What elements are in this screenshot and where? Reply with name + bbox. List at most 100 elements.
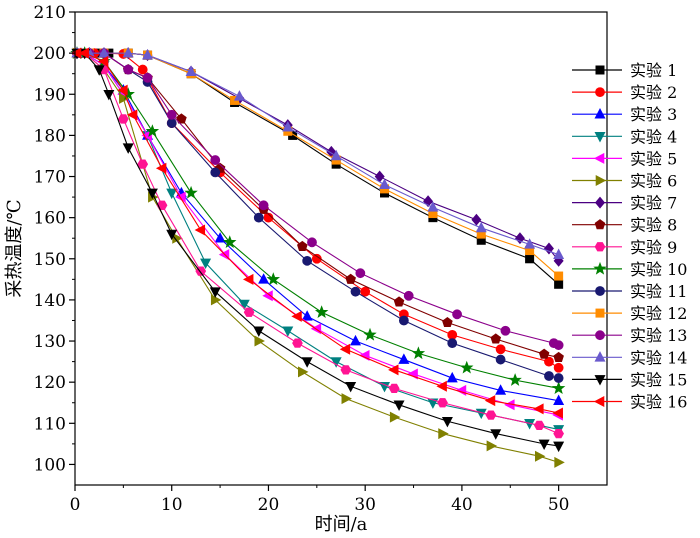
data-point	[553, 394, 565, 405]
data-point	[223, 235, 237, 249]
data-point	[200, 258, 212, 270]
data-point	[441, 416, 453, 428]
data-point	[447, 338, 458, 348]
legend-label: 实验 2	[630, 83, 677, 102]
data-point	[122, 143, 134, 154]
data-point	[166, 118, 177, 128]
data-point	[117, 84, 128, 96]
data-point	[142, 49, 154, 60]
x-tick-label: 20	[258, 495, 280, 515]
data-point	[490, 333, 502, 344]
data-point	[194, 224, 206, 236]
data-point	[166, 109, 177, 120]
y-tick-label: 120	[34, 373, 66, 393]
legend-label: 实验 16	[630, 393, 687, 412]
data-point	[495, 384, 507, 395]
y-tick-label: 100	[34, 455, 66, 475]
legend-label: 实验 1	[630, 61, 677, 80]
y-tick-label: 180	[34, 126, 66, 146]
data-point	[544, 356, 554, 367]
legend-label: 实验 6	[630, 172, 677, 191]
data-point	[292, 338, 303, 348]
data-point	[210, 155, 221, 165]
data-point	[123, 64, 134, 75]
legend-label: 实验 9	[630, 238, 677, 257]
data-point	[553, 441, 565, 453]
data-point	[437, 398, 448, 408]
legend-item: 实验 11	[572, 282, 687, 301]
data-point	[350, 286, 361, 297]
legend-label: 实验 13	[630, 326, 687, 345]
data-point	[485, 410, 497, 420]
data-point	[543, 242, 554, 255]
legend-item: 实验 16	[572, 393, 687, 412]
legend-label: 实验 8	[630, 216, 677, 235]
data-point	[553, 362, 564, 373]
data-point	[282, 121, 294, 132]
data-point	[253, 326, 265, 337]
data-point	[314, 305, 329, 318]
legend-item: 实验 1	[572, 61, 677, 80]
data-point	[166, 229, 178, 241]
legend-label: 实验 12	[630, 304, 687, 323]
data-point	[291, 310, 302, 322]
data-point	[185, 65, 197, 76]
data-point	[355, 268, 366, 279]
data-point	[184, 185, 198, 199]
legend-item: 实验 12	[572, 304, 687, 323]
data-point	[233, 90, 245, 101]
legend-marker	[594, 242, 606, 252]
data-point	[345, 273, 356, 284]
legend-label: 实验 4	[630, 127, 677, 146]
y-tick-label: 150	[34, 250, 66, 270]
legend-marker	[595, 330, 605, 341]
data-point	[166, 188, 178, 200]
data-point	[155, 162, 167, 174]
data-point	[495, 344, 506, 355]
legend-marker	[593, 152, 605, 164]
data-point	[330, 357, 342, 368]
data-point	[427, 201, 439, 212]
data-point	[475, 221, 487, 233]
legend-marker	[595, 286, 605, 296]
y-tick-label: 200	[34, 44, 66, 64]
legend-marker	[594, 351, 606, 362]
data-point	[495, 354, 506, 365]
legend-marker	[594, 132, 606, 143]
data-point	[524, 238, 536, 249]
x-tick-label: 10	[161, 495, 183, 515]
legend-item: 实验 9	[572, 238, 677, 257]
data-point	[393, 400, 405, 411]
data-point	[534, 450, 546, 462]
legend-label: 实验 15	[630, 370, 687, 389]
data-point	[78, 47, 89, 59]
data-point	[436, 380, 447, 392]
data-point	[210, 167, 221, 178]
legend: 实验 1 实验 2 实验 3 实验 4 实验 5 实验 6 实验 7 实验 8 实验 9 实验 1…	[572, 61, 687, 412]
data-point	[297, 240, 308, 251]
data-point	[339, 343, 351, 355]
data-point	[490, 429, 502, 440]
y-tick-label: 170	[34, 168, 66, 188]
data-point	[471, 213, 482, 226]
data-point	[330, 149, 342, 161]
data-point	[553, 351, 564, 363]
data-point	[103, 89, 115, 101]
data-point	[97, 55, 109, 67]
data-point	[301, 357, 313, 368]
legend-marker	[595, 87, 605, 97]
data-point	[137, 159, 149, 169]
data-point	[553, 428, 564, 439]
legend-item: 实验 4	[572, 127, 677, 146]
data-point	[553, 340, 564, 351]
data-point	[266, 272, 281, 286]
x-tick-label: 50	[548, 495, 570, 515]
legend-marker	[595, 65, 605, 75]
data-point	[508, 373, 522, 386]
legend-item: 实验 7	[572, 194, 677, 213]
data-point	[119, 92, 130, 104]
data-point	[263, 212, 274, 223]
data-point	[214, 232, 226, 243]
series-line	[75, 52, 559, 256]
